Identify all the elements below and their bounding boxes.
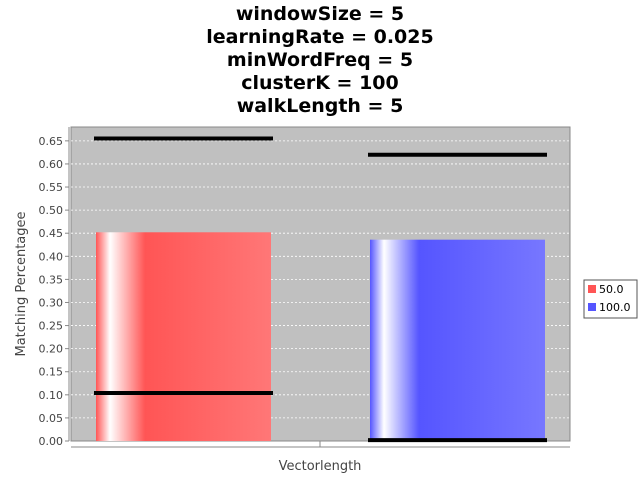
- legend-swatch: [588, 303, 596, 311]
- legend: 50.0 100.0: [583, 279, 638, 319]
- title-line: clusterK = 100: [241, 72, 398, 94]
- legend-label: 50.0: [599, 283, 624, 296]
- legend-box: [583, 279, 638, 319]
- y-tick-label: 0.55: [39, 181, 64, 194]
- y-tick-label: 0.25: [39, 320, 64, 333]
- y-tick-label: 0.35: [39, 273, 64, 286]
- title-line: minWordFreq = 5: [227, 49, 413, 71]
- y-tick-label: 0.45: [39, 227, 64, 240]
- chart-title: windowSize = 5 learningRate = 0.025 minW…: [206, 3, 433, 117]
- y-tick-label: 0.50: [39, 204, 64, 217]
- y-axis: 0.00 0.05 0.10 0.15 0.20 0.25 0.30 0.35 0.40 0.45…: [39, 127, 70, 448]
- y-tick-label: 0.60: [39, 158, 64, 171]
- bars: [94, 136, 547, 443]
- bar: [96, 232, 271, 441]
- y-tick-label: 0.00: [39, 435, 64, 448]
- legend-label: 100.0: [599, 301, 631, 314]
- y-tick-label: 0.10: [39, 389, 64, 402]
- bar: [370, 239, 545, 441]
- y-tick-label: 0.30: [39, 296, 64, 309]
- y-tick-label: 0.40: [39, 250, 64, 263]
- title-line: walkLength = 5: [237, 95, 404, 117]
- title-line: windowSize = 5: [236, 3, 404, 25]
- gridlines: [71, 140, 570, 419]
- title-line: learningRate = 0.025: [206, 26, 433, 48]
- y-tick-label: 0.15: [39, 366, 64, 379]
- y-tick-label: 0.05: [39, 412, 64, 425]
- x-axis-label: Vectorlength: [279, 459, 362, 474]
- y-tick-label: 0.20: [39, 343, 64, 356]
- y-axis-label: Matching Percentagee: [14, 211, 29, 356]
- legend-swatch: [588, 285, 596, 293]
- y-tick-label: 0.65: [39, 135, 64, 148]
